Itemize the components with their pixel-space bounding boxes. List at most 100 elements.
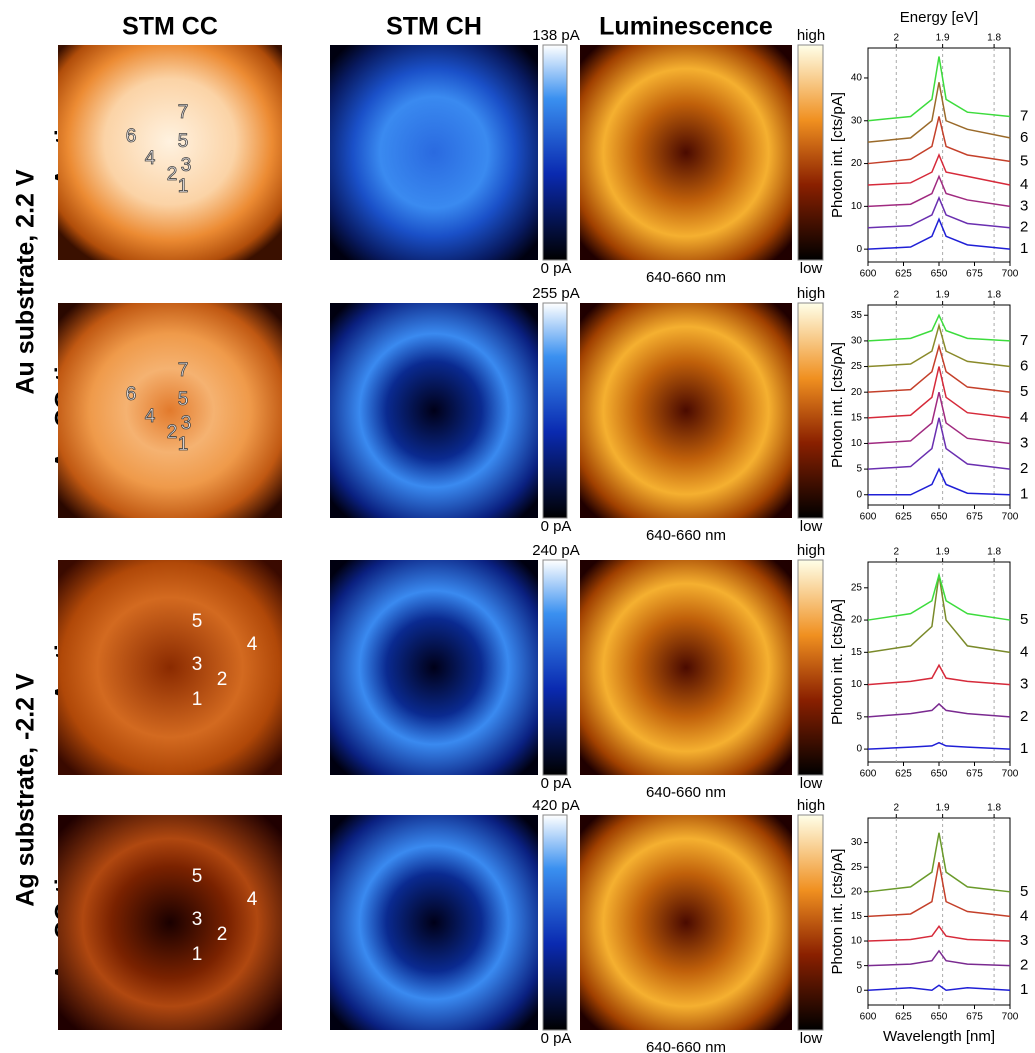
y-tick-label: 40 xyxy=(851,73,863,84)
x-tick-label: 600 xyxy=(860,769,877,780)
y-tick-label: 15 xyxy=(851,647,863,658)
column-header: Luminescence xyxy=(599,13,773,41)
stm-ch-image xyxy=(330,815,538,1030)
series-label: 2 xyxy=(1020,708,1028,725)
x-tick-label: 675 xyxy=(966,269,983,280)
series-label: 3 xyxy=(1020,434,1028,451)
point-label: 4 xyxy=(145,406,156,427)
x-tick-label: 700 xyxy=(1002,512,1019,523)
colorbar-low: low xyxy=(800,518,823,535)
column-header: STM CH xyxy=(386,13,482,41)
x-tick-label: 700 xyxy=(1002,769,1019,780)
point-label: 7 xyxy=(178,102,189,123)
point-label: 3 xyxy=(192,654,203,675)
colorbar-low: low xyxy=(800,260,823,277)
luminescence-image xyxy=(580,815,792,1030)
top-tick-label: 1.9 xyxy=(936,803,950,814)
colorbar-min: 0 pA xyxy=(541,518,572,535)
x-axis-label: Wavelength [nm] xyxy=(883,1028,995,1045)
point-label: 4 xyxy=(247,634,258,655)
x-tick-label: 600 xyxy=(860,269,877,280)
series-label: 3 xyxy=(1020,932,1028,949)
y-tick-label: 10 xyxy=(851,438,863,449)
luminescence-image xyxy=(580,303,792,518)
y-tick-label: 15 xyxy=(851,412,863,423)
y-tick-label: 30 xyxy=(851,837,863,848)
top-tick-label: 2 xyxy=(894,33,900,44)
y-axis-label: Photon int. [cts/pA] xyxy=(829,92,846,218)
x-tick-label: 650 xyxy=(931,1012,948,1023)
y-tick-label: 30 xyxy=(851,336,863,347)
top-tick-label: 1.8 xyxy=(987,33,1001,44)
x-tick-label: 625 xyxy=(895,269,912,280)
y-tick-label: 25 xyxy=(851,862,863,873)
y-tick-label: 25 xyxy=(851,361,863,372)
top-tick-label: 2 xyxy=(894,547,900,558)
luminescence-image xyxy=(580,560,792,775)
y-tick-label: 35 xyxy=(851,310,863,321)
top-tick-label: 1.9 xyxy=(936,33,950,44)
point-label: 5 xyxy=(192,611,203,632)
point-label: 2 xyxy=(167,422,178,443)
point-label: 5 xyxy=(178,389,189,410)
point-label: 3 xyxy=(181,413,192,434)
point-label: 7 xyxy=(178,360,189,381)
band-label: 640-660 nm xyxy=(646,527,726,544)
colorbar xyxy=(543,815,567,1030)
colorbar xyxy=(798,560,823,775)
point-label: 4 xyxy=(145,148,156,169)
y-axis-label: Photon int. [cts/pA] xyxy=(829,599,846,725)
series-label: 6 xyxy=(1020,358,1028,375)
y-axis-label: Photon int. [cts/pA] xyxy=(829,849,846,975)
point-label: 5 xyxy=(192,866,203,887)
x-tick-label: 600 xyxy=(860,512,877,523)
x-tick-label: 625 xyxy=(895,1012,912,1023)
plot-frame xyxy=(868,562,1010,762)
colorbar-max: 240 pA xyxy=(532,542,580,559)
point-label: 1 xyxy=(192,689,203,710)
point-label: 4 xyxy=(247,889,258,910)
colorbar-min: 0 pA xyxy=(541,260,572,277)
point-label: 2 xyxy=(217,924,228,945)
y-tick-label: 20 xyxy=(851,886,863,897)
colorbar xyxy=(798,45,823,260)
top-axis-label: Energy [eV] xyxy=(900,9,978,26)
x-tick-label: 650 xyxy=(931,269,948,280)
colorbar-high: high xyxy=(797,797,825,814)
point-label: 1 xyxy=(192,944,203,965)
y-tick-label: 0 xyxy=(856,744,862,755)
stm-ch-image xyxy=(330,303,538,518)
point-label: 6 xyxy=(126,384,137,405)
series-label: 7 xyxy=(1020,107,1028,124)
series-label: 5 xyxy=(1020,611,1028,628)
colorbar xyxy=(543,45,567,260)
stm-cc-image xyxy=(58,303,282,518)
series-label: 3 xyxy=(1020,197,1028,214)
series-label: 2 xyxy=(1020,460,1028,477)
y-tick-label: 5 xyxy=(856,711,862,722)
series-label: 5 xyxy=(1020,383,1028,400)
top-tick-label: 1.8 xyxy=(987,803,1001,814)
plot-frame xyxy=(868,305,1010,505)
colorbar-high: high xyxy=(797,27,825,44)
colorbar-max: 420 pA xyxy=(532,797,580,814)
x-tick-label: 625 xyxy=(895,512,912,523)
colorbar-min: 0 pA xyxy=(541,1030,572,1047)
colorbar-high: high xyxy=(797,542,825,559)
colorbar-high: high xyxy=(797,285,825,302)
stm-ch-image xyxy=(330,45,538,260)
stm-cc-image xyxy=(58,815,282,1030)
y-tick-label: 10 xyxy=(851,679,863,690)
colorbar xyxy=(798,303,823,518)
y-tick-label: 20 xyxy=(851,387,863,398)
x-tick-label: 675 xyxy=(966,512,983,523)
point-label: 1 xyxy=(178,434,189,455)
point-label: 3 xyxy=(192,909,203,930)
top-tick-label: 1.9 xyxy=(936,290,950,301)
series-label: 4 xyxy=(1020,409,1028,426)
series-label: 1 xyxy=(1020,981,1028,998)
x-tick-label: 650 xyxy=(931,512,948,523)
stm-ch-image xyxy=(330,560,538,775)
luminescence-image xyxy=(580,45,792,260)
point-label: 2 xyxy=(217,669,228,690)
